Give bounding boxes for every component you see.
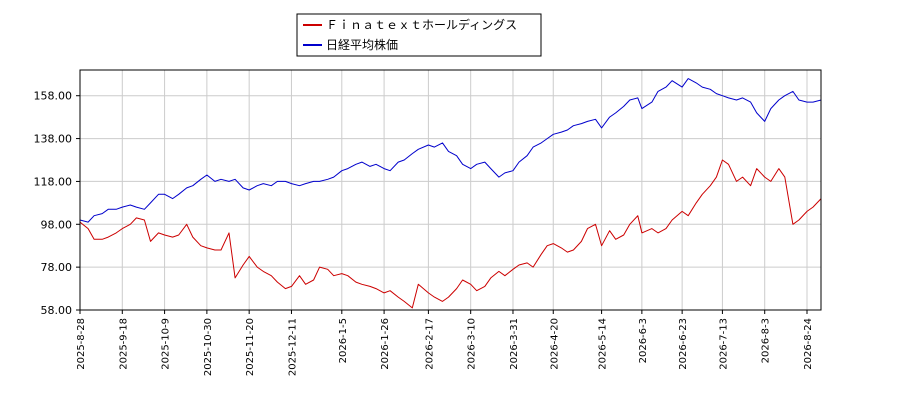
x-tick-label: 2026-1-26 (380, 318, 391, 370)
y-tick-label: 118.00 (34, 175, 73, 188)
legend: Ｆｉｎａｔｅｘｔホールディングス 日経平均株価 (296, 13, 542, 57)
x-tick-label: 2025-11-20 (245, 318, 256, 376)
x-axis: 2025-8-28 2025-9-18 2025-10-9 2025-10-30 202… (76, 310, 814, 376)
x-tick-label: 2026-8-3 (761, 318, 772, 363)
x-tick-label: 2026-2-17 (424, 318, 435, 370)
x-tick-label: 2026-3-10 (467, 318, 478, 370)
x-tick-label: 2025-8-28 (76, 318, 87, 370)
x-tick-label: 2026-6-23 (678, 318, 689, 370)
y-tick-label: 138.00 (34, 133, 73, 146)
y-axis: 58.00 78.00 98.00 118.00 138.00 158.00 (34, 90, 80, 317)
plot-frame (79, 69, 822, 311)
x-tick-label: 2026-3-31 (509, 318, 520, 370)
x-tick-label: 2026-7-13 (718, 318, 729, 370)
x-tick-label: 2025-9-18 (118, 318, 129, 370)
legend-label-finatext: Ｆｉｎａｔｅｘｔホールディングス (326, 17, 517, 32)
y-tick-label: 58.00 (41, 304, 73, 317)
y-tick-label: 158.00 (34, 90, 73, 103)
legend-label-nikkei: 日経平均株価 (326, 37, 398, 52)
y-tick-label: 78.00 (41, 261, 73, 274)
x-tick-label: 2026-6-3 (638, 318, 649, 363)
series-line-nikkei (79, 78, 822, 223)
y-tick-label: 98.00 (41, 218, 73, 231)
x-tick-label: 2026-4-20 (549, 318, 560, 370)
series-lines (79, 78, 822, 309)
grid (79, 70, 821, 311)
x-tick-label: 2025-10-30 (203, 318, 214, 376)
x-tick-label: 2026-8-24 (803, 318, 814, 370)
series-line-finatext (79, 159, 822, 309)
x-tick-label: 2025-10-9 (161, 318, 172, 370)
legend-box (296, 13, 542, 57)
x-tick-label: 2025-12-11 (287, 318, 298, 376)
x-tick-label: 2026-5-14 (598, 318, 609, 370)
x-tick-label: 2026-1-5 (338, 318, 349, 363)
